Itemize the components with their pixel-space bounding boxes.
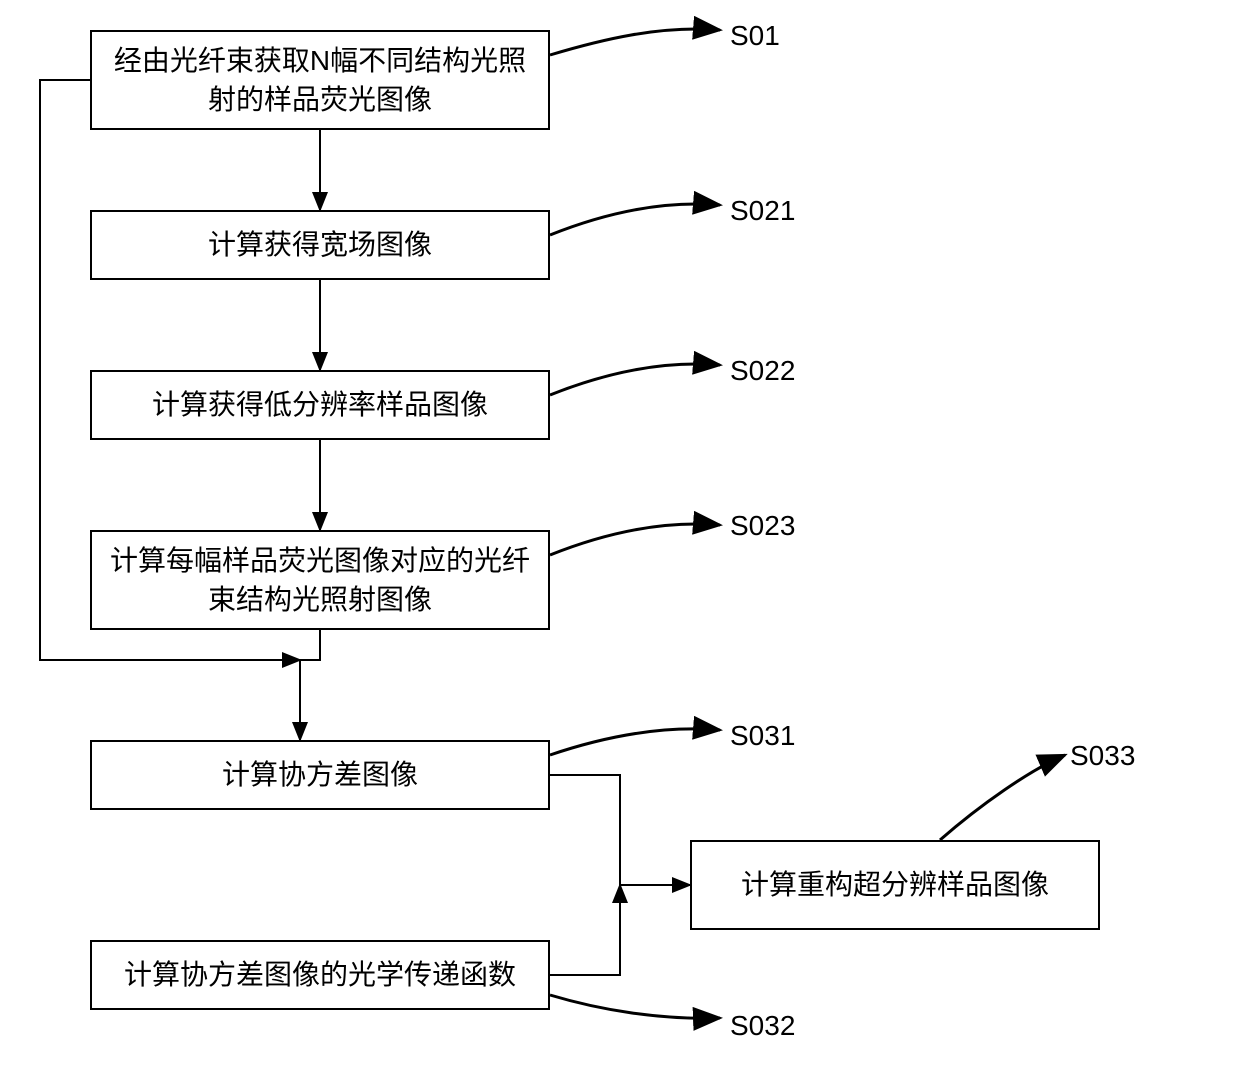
flow-node-n3: 计算获得低分辨率样品图像	[90, 370, 550, 440]
flowchart-diagram: 经由光纤束获取N幅不同结构光照射的样品荧光图像计算获得宽场图像计算获得低分辨率样…	[0, 0, 1239, 1081]
edge-n4-n5	[300, 630, 320, 740]
step-label-S01: S01	[730, 20, 780, 52]
flow-node-n1: 经由光纤束获取N幅不同结构光照射的样品荧光图像	[90, 30, 550, 130]
flow-node-n7: 计算重构超分辨样品图像	[690, 840, 1100, 930]
step-label-S032: S032	[730, 1010, 795, 1042]
pointer-to-S032	[550, 995, 720, 1018]
flow-node-text: 计算协方差图像	[222, 755, 418, 794]
step-label-S031: S031	[730, 720, 795, 752]
flow-node-n2: 计算获得宽场图像	[90, 210, 550, 280]
flow-node-n6: 计算协方差图像的光学传递函数	[90, 940, 550, 1010]
pointer-to-S031	[550, 729, 720, 755]
step-label-S033: S033	[1070, 740, 1135, 772]
step-label-S022: S022	[730, 355, 795, 387]
edge-n5-n7	[550, 775, 690, 885]
pointer-to-S022	[550, 364, 720, 395]
pointer-to-S033	[940, 755, 1065, 840]
flow-node-n4: 计算每幅样品荧光图像对应的光纤束结构光照射图像	[90, 530, 550, 630]
flow-node-text: 计算协方差图像的光学传递函数	[124, 955, 516, 994]
step-label-S021: S021	[730, 195, 795, 227]
pointer-to-S023	[550, 524, 720, 555]
flow-node-text: 计算重构超分辨样品图像	[741, 865, 1049, 904]
step-label-S023: S023	[730, 510, 795, 542]
flow-node-n5: 计算协方差图像	[90, 740, 550, 810]
pointer-to-S021	[550, 204, 720, 235]
flow-node-text: 计算每幅样品荧光图像对应的光纤束结构光照射图像	[104, 541, 536, 619]
flow-node-text: 计算获得宽场图像	[208, 225, 432, 264]
flow-node-text: 计算获得低分辨率样品图像	[152, 385, 488, 424]
pointer-to-S01	[550, 29, 720, 55]
edge-n6-n7	[550, 885, 620, 975]
flow-node-text: 经由光纤束获取N幅不同结构光照射的样品荧光图像	[104, 41, 536, 119]
